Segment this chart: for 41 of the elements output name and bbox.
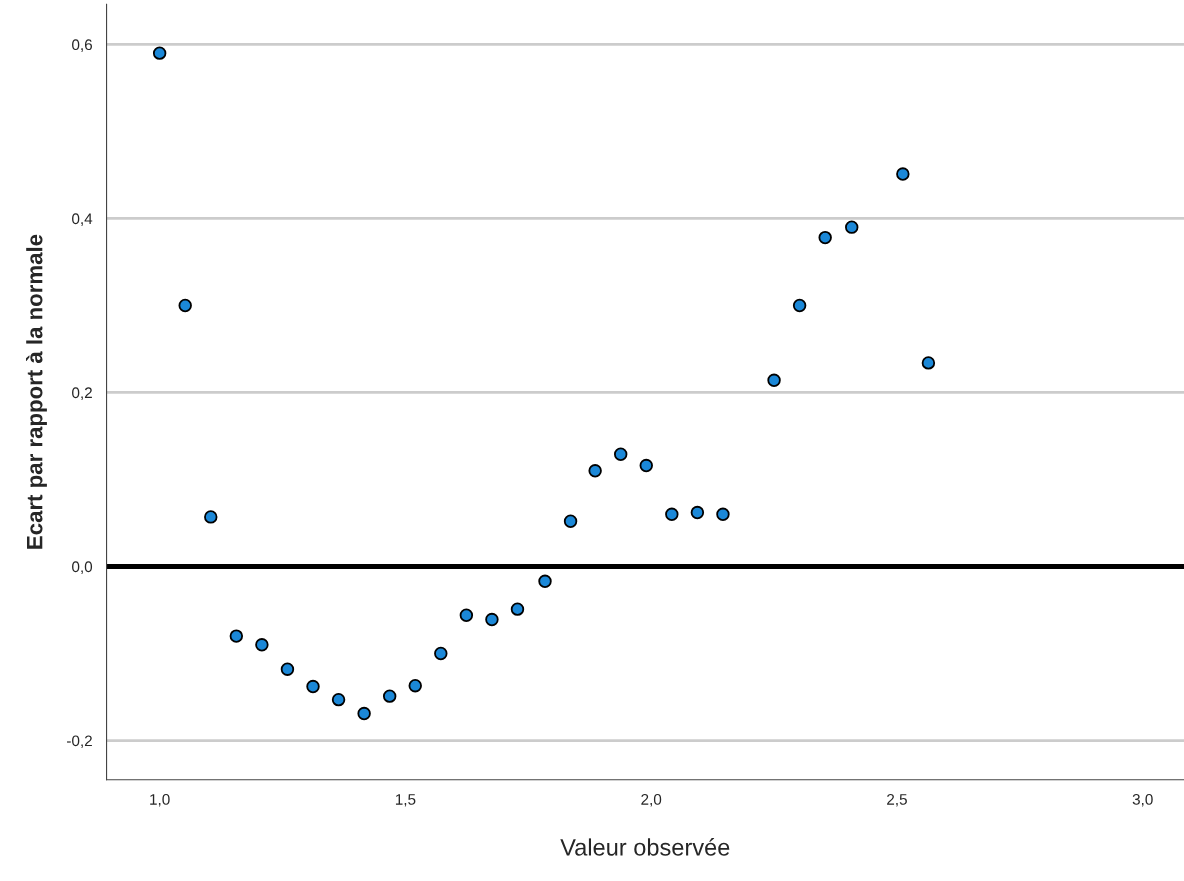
point bbox=[255, 638, 269, 652]
point bbox=[357, 706, 371, 721]
point bbox=[690, 505, 705, 520]
point bbox=[434, 646, 448, 661]
y-tick-label: 0,4 bbox=[72, 213, 93, 226]
point bbox=[767, 373, 781, 388]
point bbox=[792, 298, 807, 313]
point bbox=[152, 46, 167, 60]
point bbox=[280, 662, 295, 676]
point bbox=[818, 230, 832, 245]
point bbox=[613, 447, 628, 461]
point bbox=[306, 679, 320, 694]
point bbox=[716, 507, 730, 522]
point bbox=[665, 507, 679, 522]
point bbox=[485, 612, 499, 627]
point bbox=[459, 608, 474, 622]
x-tick-label: 1,0 bbox=[150, 793, 170, 807]
point bbox=[382, 689, 397, 703]
y-tick-label: 0,0 bbox=[72, 561, 93, 574]
y-tick-label: 0,2 bbox=[72, 387, 92, 400]
x-tick-label: 1,5 bbox=[395, 794, 416, 807]
point bbox=[896, 167, 910, 181]
x-tick-label: 2,5 bbox=[887, 793, 907, 807]
y-tick-label: 0,6 bbox=[72, 39, 92, 52]
point bbox=[538, 574, 552, 589]
y-tick-label: -0,2 bbox=[67, 735, 92, 749]
x-tick-label: 2,0 bbox=[641, 793, 662, 807]
point bbox=[510, 602, 525, 616]
point bbox=[845, 220, 859, 234]
x-tick-label: 3,0 bbox=[1132, 793, 1153, 807]
x-axis-title: Valeur observée bbox=[560, 838, 730, 856]
y-axis-title: Ecart par rapport à la normale bbox=[25, 234, 47, 549]
point bbox=[921, 356, 936, 370]
point bbox=[639, 458, 653, 473]
point bbox=[331, 692, 346, 707]
point bbox=[563, 514, 578, 528]
point bbox=[178, 298, 192, 313]
point bbox=[588, 464, 602, 478]
point bbox=[408, 678, 422, 693]
point bbox=[204, 510, 218, 524]
point bbox=[229, 629, 244, 643]
